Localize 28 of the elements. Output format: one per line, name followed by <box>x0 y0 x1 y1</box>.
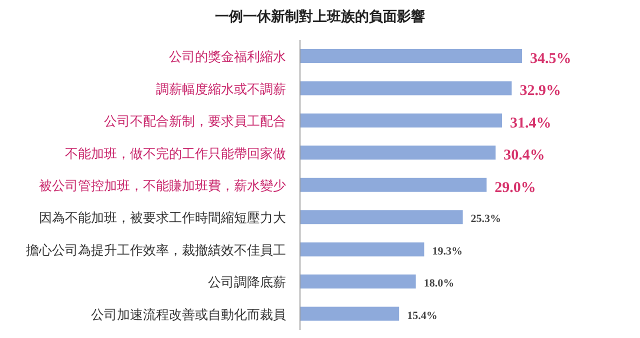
y-tick-label: 因為不能加班，被要求工作時間縮短壓力大 <box>39 211 286 226</box>
data-label: 30.4% <box>504 148 545 164</box>
y-tick-label: 被公司管控加班，不能賺加班費，薪水變少 <box>39 178 286 194</box>
data-label: 34.5% <box>530 51 572 67</box>
y-tick-label: 公司不配合新制，要求員工配合 <box>104 114 286 130</box>
data-label: 19.3% <box>432 245 462 258</box>
bar <box>300 274 416 289</box>
data-label: 29.0% <box>494 180 536 196</box>
y-tick-label: 公司的獎金福利縮水 <box>169 50 286 66</box>
data-label: 18.0% <box>424 278 454 290</box>
y-tick-label: 不能加班，做不完的工作只能帶回家做 <box>65 146 286 162</box>
chart-title: 一例一休新制對上班族的負面影響 <box>214 8 426 27</box>
y-tick-label: 公司調降底薪 <box>208 276 286 291</box>
data-label: 25.3% <box>470 213 502 226</box>
bar <box>300 49 522 63</box>
bar <box>300 306 400 321</box>
bar <box>300 146 496 160</box>
bar <box>300 210 463 224</box>
bar <box>300 113 502 128</box>
y-tick-label: 公司加速流程改善或自動化而裁員 <box>91 306 286 323</box>
bar <box>300 178 487 192</box>
y-tick-label: 調薪幅度縮水或不調薪 <box>156 81 286 98</box>
data-label: 15.4% <box>407 310 438 322</box>
y-tick-label: 擔心公司為提升工作效率，裁撤績效不佳員工 <box>26 242 286 258</box>
bar <box>300 81 512 96</box>
data-label: 31.4% <box>510 115 552 132</box>
bar <box>300 242 424 256</box>
data-label: 32.9% <box>520 83 561 100</box>
